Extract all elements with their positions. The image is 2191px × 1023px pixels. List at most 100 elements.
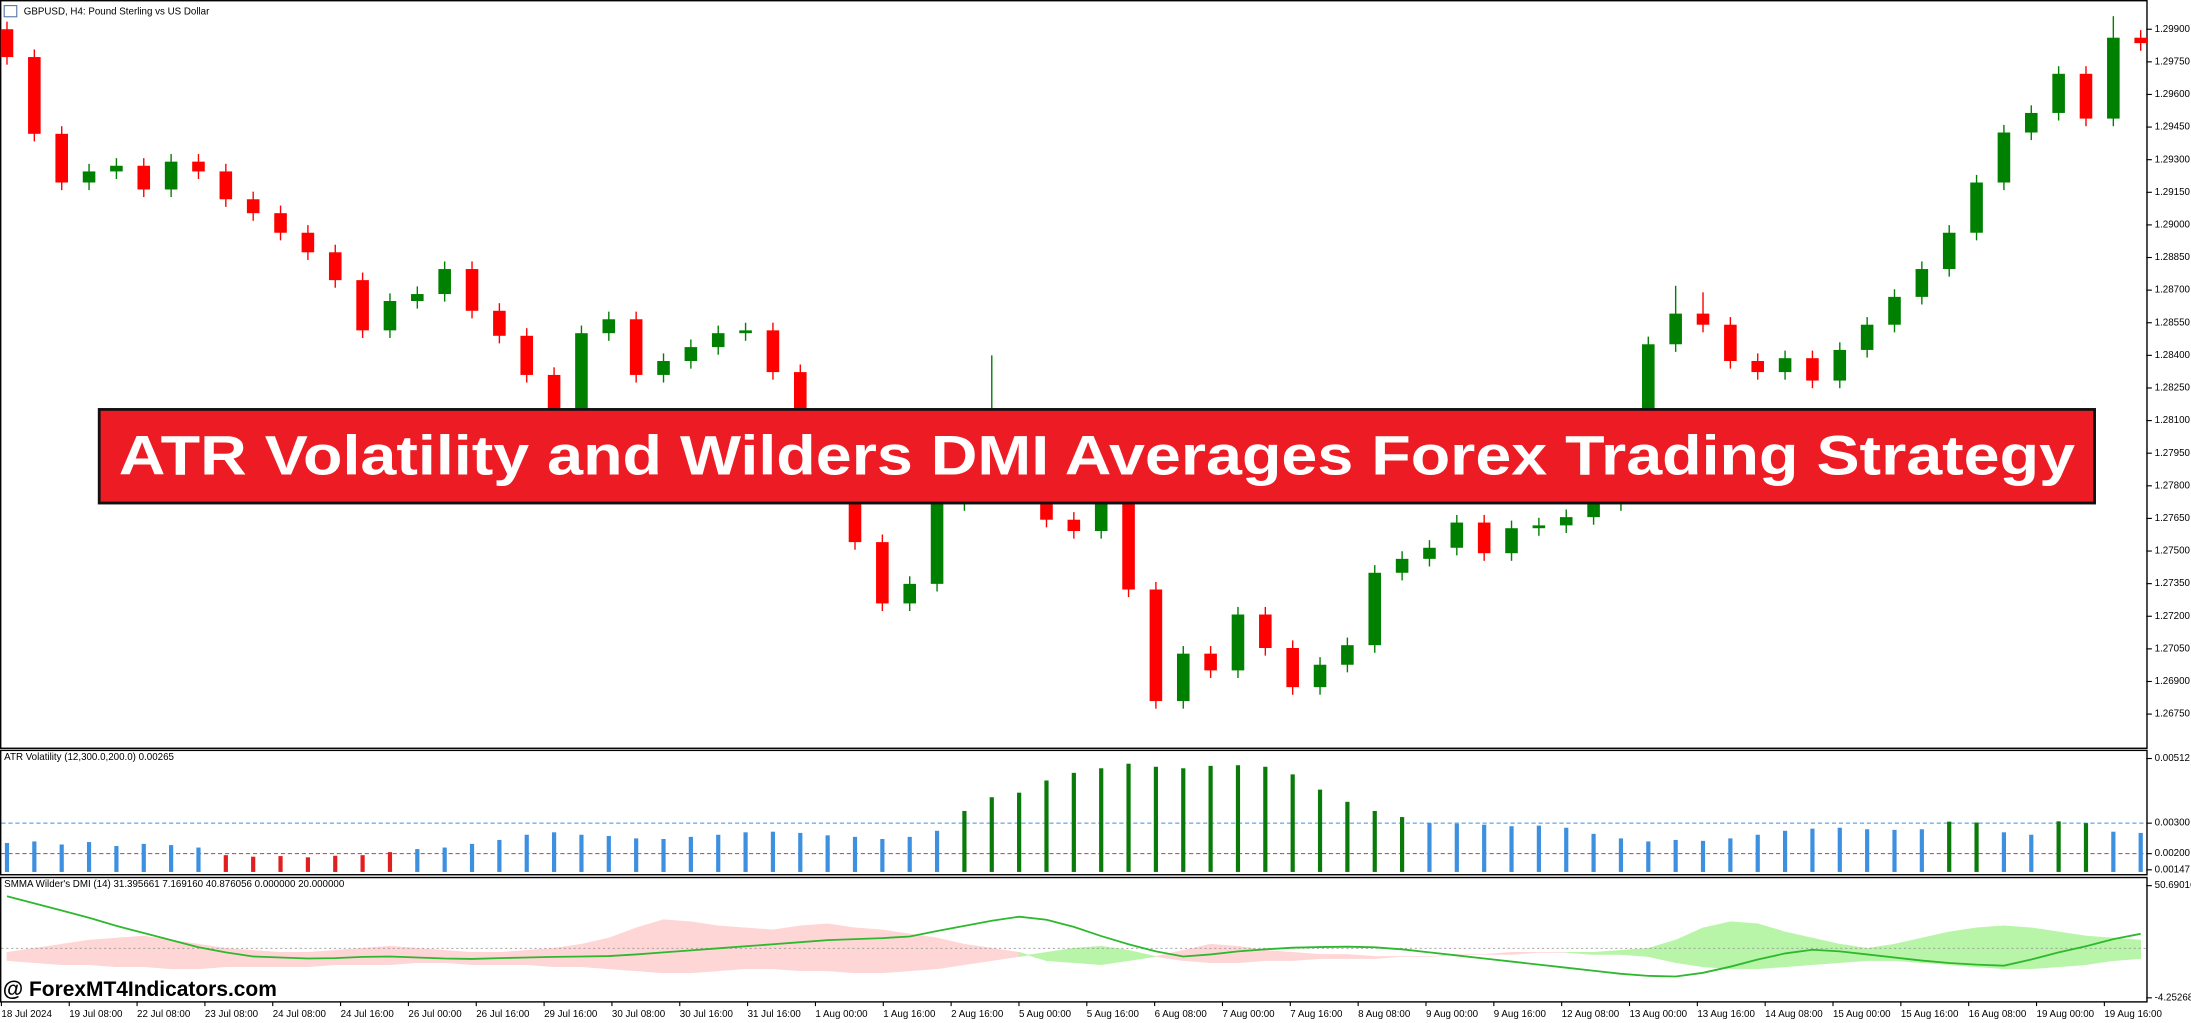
atr-bar: [1892, 829, 1897, 872]
candle-body: [1970, 182, 1983, 233]
x-tick-label: 19 Jul 08:00: [69, 1009, 123, 1020]
candle-body: [82, 171, 96, 183]
di-area: [799, 923, 828, 972]
candle-body: [1067, 519, 1081, 532]
y-tick-label: 1.28700: [2155, 285, 2191, 296]
atr-bar: [880, 839, 885, 872]
x-tick-label: 8 Aug 08:00: [1358, 1009, 1411, 1020]
x-tick-label: 2 Aug 16:00: [951, 1009, 1004, 1020]
di-area: [854, 927, 883, 974]
candle-body: [684, 347, 698, 362]
y-tick-label: 1.26900: [2155, 676, 2191, 687]
candle-body: [1806, 358, 1819, 381]
candle-body: [301, 232, 315, 253]
x-tick-label: 19 Aug 00:00: [2037, 1009, 2095, 1020]
candle-body: [55, 133, 68, 183]
atr-bar: [1974, 822, 1979, 872]
candle-body: [0, 29, 14, 58]
atr-bar: [606, 835, 611, 872]
atr-bar: [1263, 766, 1268, 872]
atr-bar: [169, 845, 174, 872]
y-tick-label: 1.27050: [2155, 643, 2191, 654]
atr-bar: [305, 857, 310, 872]
di-area: [1976, 925, 2005, 970]
atr-bar: [1509, 826, 1514, 872]
y-tick-label: 0.00512: [2155, 753, 2190, 764]
atr-bar: [32, 841, 37, 872]
atr-bar: [1919, 829, 1924, 872]
di-area: [1374, 956, 1403, 959]
di-area: [116, 935, 145, 968]
candle-body: [1559, 517, 1573, 526]
y-tick-label: 1.27350: [2155, 578, 2191, 589]
candle-body: [192, 161, 205, 172]
di-area: [663, 919, 692, 974]
x-tick-label: 24 Jul 16:00: [341, 1009, 395, 1020]
y-tick-label: 1.29450: [2155, 122, 2191, 133]
atr-bar: [196, 847, 201, 872]
x-tick-label: 23 Jul 08:00: [205, 1009, 259, 1020]
atr-bar: [688, 836, 693, 872]
candle-body: [1888, 296, 1901, 325]
candle-body: [739, 330, 752, 334]
candle-body: [1450, 522, 1464, 548]
y-tick-label: 1.27950: [2155, 448, 2191, 459]
y-tick-label: 1.29300: [2155, 154, 2191, 165]
di-area: [1730, 921, 1759, 970]
x-tick-label: 13 Aug 16:00: [1697, 1009, 1755, 1020]
y-tick-label: -4.252683: [2155, 992, 2191, 1003]
atr-bar: [1618, 838, 1624, 872]
atr-bar: [497, 839, 502, 872]
atr-bar: [1400, 817, 1405, 872]
x-tick-label: 5 Aug 00:00: [1019, 1009, 1072, 1020]
candle-body: [1423, 547, 1436, 559]
atr-bar: [1208, 765, 1213, 872]
candle-body: [1997, 132, 2011, 183]
watermark: @ ForexMT4Indicators.com: [3, 978, 277, 1001]
atr-bar: [1290, 774, 1295, 872]
atr-bar: [141, 843, 146, 872]
y-tick-label: 1.27500: [2155, 546, 2191, 557]
atr-bar: [634, 838, 639, 872]
atr-bar: [579, 834, 584, 872]
atr-bar: [1536, 825, 1541, 872]
candle-body: [1341, 645, 1354, 665]
atr-bar: [278, 856, 283, 872]
y-tick-label: 0.00200: [2155, 848, 2191, 859]
atr-bar: [1810, 828, 1815, 872]
atr-bar: [360, 855, 365, 872]
y-tick-label: 1.28400: [2155, 350, 2191, 361]
x-tick-label: 6 Aug 08:00: [1155, 1009, 1208, 1020]
di-area: [444, 949, 473, 966]
candle-body: [1094, 503, 1108, 532]
candle-body: [1915, 269, 1929, 297]
x-tick-label: 13 Aug 00:00: [1630, 1009, 1688, 1020]
atr-bar: [1646, 841, 1651, 872]
candle-body: [1477, 522, 1491, 554]
symbol-icon: [3, 5, 18, 18]
x-tick-label: 30 Jul 08:00: [612, 1009, 666, 1020]
x-tick-label: 19 Aug 16:00: [2104, 1009, 2162, 1020]
y-tick-label: 1.28100: [2155, 415, 2191, 426]
di-area: [827, 923, 856, 974]
atr-bar: [1482, 824, 1487, 872]
atr-bar: [223, 855, 228, 872]
atr-bar: [551, 832, 557, 872]
y-tick-label: 0.00147: [2155, 864, 2190, 875]
candle-body: [766, 330, 780, 373]
y-tick-label: 1.27200: [2155, 611, 2191, 622]
atr-bar: [1454, 823, 1459, 872]
y-tick-label: 50.69016: [2155, 880, 2191, 891]
y-tick-label: 1.26750: [2155, 709, 2191, 720]
di-area: [1511, 952, 1539, 955]
x-tick-label: 12 Aug 08:00: [1562, 1009, 1620, 1020]
x-tick-label: 14 Aug 08:00: [1765, 1009, 1823, 1020]
candle-body: [876, 542, 889, 604]
candle-body: [2134, 37, 2147, 44]
atr-bar: [934, 830, 940, 872]
atr-title: ATR Volatility (12,300.0,200.0) 0.00265: [4, 752, 174, 763]
di-area: [362, 945, 391, 965]
candle-body: [1642, 344, 1655, 420]
atr-bar: [4, 842, 10, 872]
